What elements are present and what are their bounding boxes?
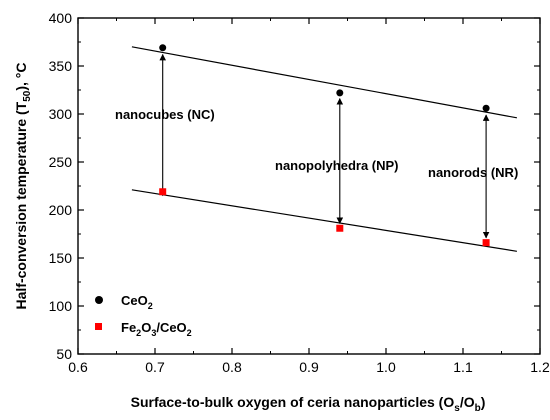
y-tick-label: 100 (49, 298, 73, 314)
trend-lines (131, 46, 518, 252)
legend-marker-ceo2 (95, 296, 103, 304)
data-point-ceo2 (482, 104, 490, 112)
trend-line-fe2o3_ceo2 (131, 189, 517, 252)
data-point-fe2o3_ceo2 (336, 224, 344, 232)
x-tick-label: 1.1 (453, 359, 473, 375)
y-tick-label: 300 (49, 106, 73, 122)
legend-label-fe2o3-ceo2: Fe2O3/CeO2 (121, 320, 192, 338)
legend-marker-fe2o3-ceo2 (95, 323, 102, 330)
arrows (159, 53, 490, 239)
x-tick-label: 0.7 (145, 359, 165, 375)
data-point-fe2o3_ceo2 (482, 239, 490, 247)
y-tick-label: 250 (49, 154, 73, 170)
y-tick-label: 200 (49, 202, 73, 218)
data-points (159, 44, 490, 247)
x-axis-title: Surface-to-bulk oxygen of ceria nanopart… (131, 394, 486, 414)
y-tick-label: 400 (49, 10, 73, 26)
y-tick-label: 150 (49, 250, 73, 266)
x-tick-label: 1.0 (376, 359, 396, 375)
annotation-nanopolyhedra: nanopolyhedra (NP) (275, 158, 399, 173)
legend: CeO2 Fe2O3/CeO2 (95, 293, 192, 338)
x-axis-ticks: 0.6 0.7 0.8 0.9 1.0 1.1 1.2 (68, 18, 550, 375)
trend-line-ceo2 (131, 46, 518, 119)
data-point-fe2o3_ceo2 (159, 188, 167, 196)
y-tick-label: 50 (56, 346, 72, 362)
data-point-ceo2 (336, 89, 344, 97)
legend-label-ceo2: CeO2 (121, 293, 153, 311)
annotation-nanocubes: nanocubes (NC) (115, 107, 215, 122)
y-axis-ticks: 50 100 150 200 250 300 350 400 (49, 10, 540, 362)
y-tick-label: 350 (49, 58, 73, 74)
x-tick-label: 0.8 (222, 359, 242, 375)
annotation-nanorods: nanorods (NR) (428, 165, 518, 180)
x-tick-label: 0.6 (68, 359, 88, 375)
x-tick-label: 1.2 (530, 359, 550, 375)
x-tick-label: 0.9 (299, 359, 319, 375)
y-axis-title: Half-conversion temperature (T50), °C (13, 63, 33, 310)
data-point-ceo2 (159, 44, 167, 52)
